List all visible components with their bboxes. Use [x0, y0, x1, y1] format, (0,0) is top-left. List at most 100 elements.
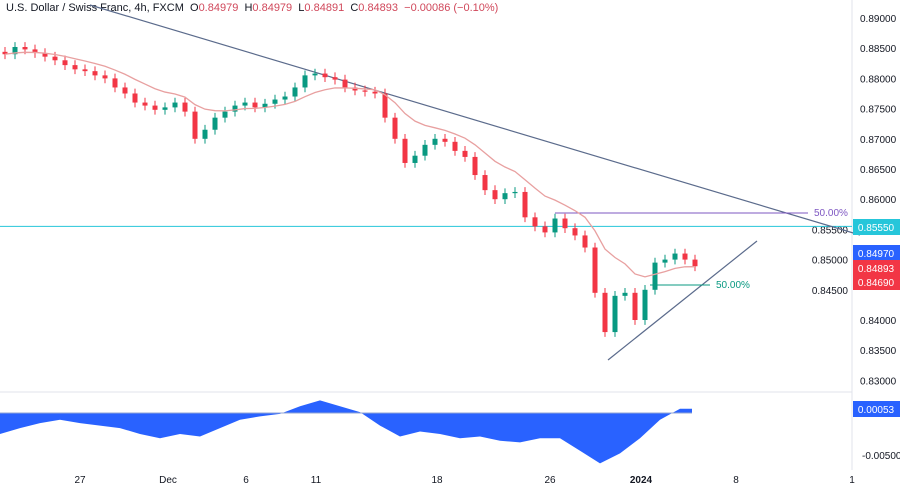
candle-body	[432, 138, 438, 145]
candle-body	[612, 295, 618, 333]
candle	[32, 44, 38, 58]
close-value: 0.84893	[358, 2, 399, 14]
fib-label: 50.00%	[716, 280, 750, 291]
candle-body	[572, 228, 578, 236]
candle-body	[132, 93, 138, 103]
candle-body	[382, 93, 388, 118]
candle	[42, 48, 48, 62]
moving-average-line	[4, 51, 696, 278]
candle-body	[692, 259, 698, 267]
candle	[362, 85, 368, 97]
candle-body	[452, 141, 458, 151]
oscillator-area	[0, 400, 692, 464]
candle	[492, 185, 498, 205]
candle-body	[152, 105, 158, 110]
candle-body	[182, 102, 188, 112]
candle	[302, 70, 308, 93]
candle	[282, 91, 288, 105]
candle	[372, 86, 378, 99]
y-tick-label: 0.88500	[860, 44, 897, 55]
candle	[182, 97, 188, 117]
candle-body	[262, 103, 268, 108]
candle	[672, 248, 678, 265]
candle-body	[252, 102, 258, 108]
change-value: −0.00086 (−0.10%)	[404, 2, 499, 14]
y-tick-label: 0.84000	[860, 316, 897, 327]
candle-body	[492, 190, 498, 200]
candle	[92, 66, 98, 81]
candle	[332, 72, 338, 85]
candle-body	[302, 75, 308, 88]
candle	[562, 213, 568, 234]
candle-body	[682, 253, 688, 260]
candle	[642, 284, 648, 325]
high-value: 0.84979	[252, 2, 293, 14]
candle-body	[462, 150, 468, 157]
candle-body	[592, 247, 598, 293]
x-tick-label: 8	[733, 475, 739, 486]
downtrend-line	[89, 4, 861, 236]
candle	[532, 212, 538, 232]
candle-body	[272, 99, 278, 104]
candle	[262, 98, 268, 113]
candle	[82, 64, 88, 76]
candle	[512, 187, 518, 198]
candle-body	[32, 49, 38, 54]
candle-body	[342, 79, 348, 88]
candle-body	[582, 235, 588, 248]
candle	[2, 46, 8, 60]
candle	[112, 73, 118, 93]
candle	[322, 68, 328, 83]
x-tick-label: 11	[311, 475, 322, 486]
candle-body	[472, 156, 478, 176]
candle-body	[292, 87, 298, 97]
y-tick-label: 0.87000	[860, 135, 897, 146]
candle-body	[312, 73, 318, 76]
candle	[152, 100, 158, 115]
candle-body	[512, 191, 518, 194]
low-label: L	[298, 2, 305, 14]
candle-body	[522, 191, 528, 218]
candle	[612, 291, 618, 337]
candle-body	[632, 292, 638, 320]
candle-body	[112, 78, 118, 88]
candle-body	[202, 129, 208, 139]
oscillator-value-label: 0.00053	[858, 405, 895, 416]
candle-body	[102, 75, 108, 79]
chart-legend: U.S. Dollar / Swiss Franc, 4h, FXCM O0.8…	[6, 2, 498, 14]
candle	[292, 82, 298, 102]
candle-body	[72, 65, 78, 70]
y-tick-label: 0.86500	[860, 165, 897, 176]
candle-body	[642, 289, 648, 320]
y-tick-label: 0.87500	[860, 105, 897, 116]
candle	[422, 140, 428, 161]
high-label: H	[244, 2, 253, 14]
candle	[212, 112, 218, 135]
candle	[72, 60, 78, 75]
y-tick-label: 0.83500	[860, 346, 897, 357]
x-tick-label: 6	[243, 475, 249, 486]
low-value: 0.84891	[304, 2, 345, 14]
oscillator-value-label-bg	[853, 401, 900, 417]
price-label: 0.84690	[858, 278, 895, 289]
price-label-bg	[853, 245, 900, 261]
candle	[662, 254, 668, 268]
candle	[542, 221, 548, 238]
candle	[222, 106, 228, 123]
close-label: C	[350, 2, 359, 14]
candle-body	[332, 77, 338, 80]
level-price-label: 0.85550	[858, 223, 895, 234]
symbol-title: U.S. Dollar / Swiss Franc, 4h, FXCM	[6, 2, 184, 14]
candle-body	[282, 96, 288, 100]
candle	[122, 82, 128, 99]
candle-body	[662, 259, 668, 263]
candle-body	[322, 73, 328, 78]
candle	[452, 136, 458, 156]
price-label-bg	[853, 274, 900, 290]
candle-body	[372, 91, 378, 94]
candle	[402, 133, 408, 168]
candle	[392, 112, 398, 144]
candle	[342, 74, 348, 93]
candle	[482, 170, 488, 195]
